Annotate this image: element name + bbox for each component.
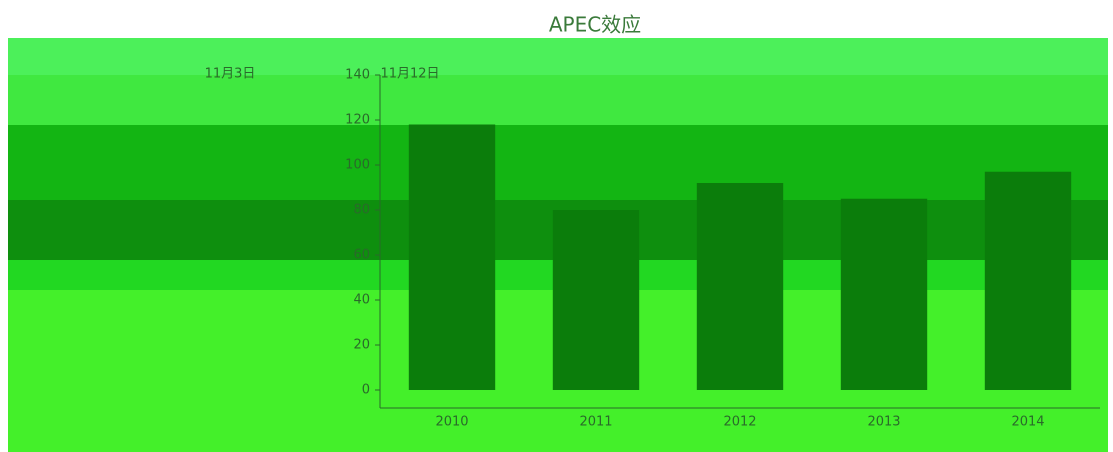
- x-tick-label: 2011: [579, 415, 612, 430]
- y-tick-label: 100: [345, 158, 370, 173]
- annotation: 11月12日: [380, 67, 439, 82]
- y-tick-label: 140: [345, 68, 370, 83]
- bar: [552, 210, 640, 390]
- x-tick-label: 2013: [867, 415, 900, 430]
- bar: [408, 124, 496, 390]
- background-band: [8, 75, 1108, 125]
- y-tick-label: 60: [353, 248, 370, 263]
- y-tick-label: 20: [353, 338, 370, 353]
- bar: [696, 183, 784, 390]
- y-tick-label: 120: [345, 113, 370, 128]
- y-tick-label: 80: [353, 203, 370, 218]
- y-tick-label: 40: [353, 293, 370, 308]
- bar: [984, 171, 1072, 390]
- x-tick-label: 2010: [435, 415, 468, 430]
- chart-title: APEC效应: [549, 13, 641, 37]
- x-tick-label: 2012: [723, 415, 756, 430]
- background-band: [8, 125, 1108, 200]
- annotation: 11月3日: [205, 67, 256, 82]
- y-tick-label: 0: [362, 383, 370, 398]
- bar: [840, 198, 928, 390]
- x-tick-label: 2014: [1011, 415, 1044, 430]
